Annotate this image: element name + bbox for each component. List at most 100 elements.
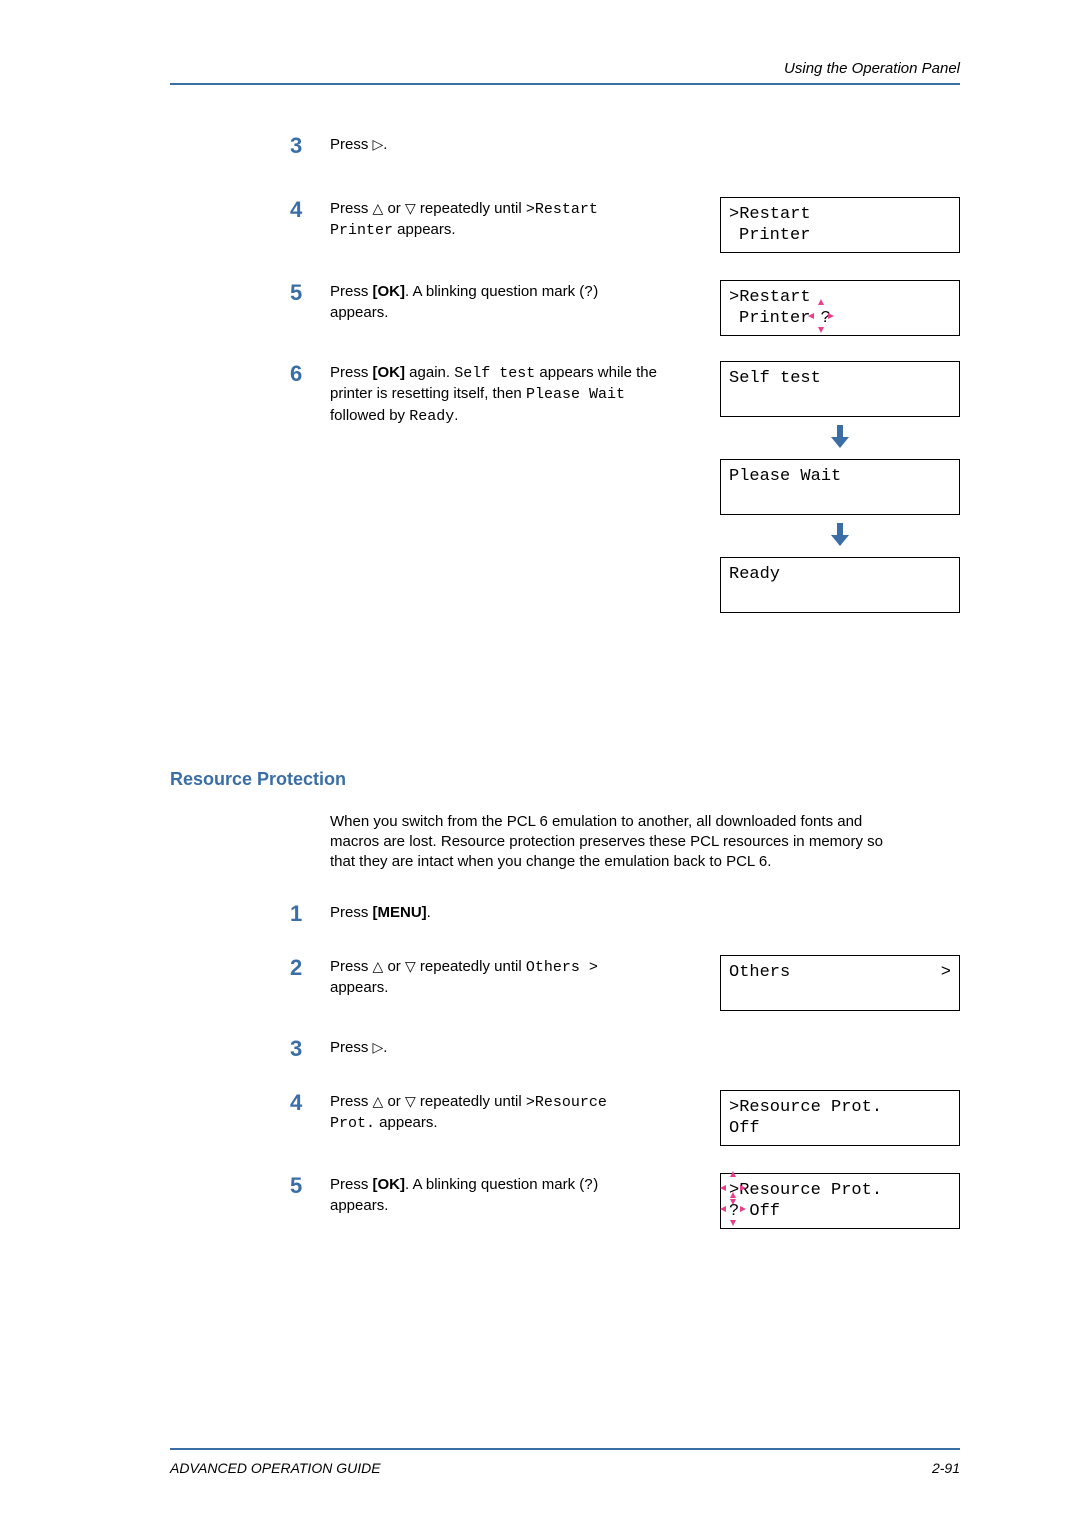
lcd-display: Self test	[720, 361, 960, 417]
step-b5: 5 Press [OK]. A blinking question mark (…	[290, 1173, 960, 1217]
step-number: 5	[290, 280, 330, 306]
step-a4: 4 Press △ or ▽ repeatedly until >Restart…	[290, 197, 960, 242]
text: Press	[330, 200, 373, 217]
text: or	[383, 1093, 405, 1110]
running-header: Using the Operation Panel	[170, 60, 960, 77]
step-text: Press △ or ▽ repeatedly until >Restart P…	[330, 199, 660, 242]
steps-group-a: 3 Press ▷. 4 Press △ or ▽ repeatedly unt…	[290, 133, 960, 427]
lcd-caret: >	[941, 962, 951, 983]
step-number: 2	[290, 955, 330, 981]
text: Press	[330, 136, 373, 153]
step-text: Press ▷.	[330, 135, 660, 155]
text: repeatedly until	[416, 958, 526, 975]
lcd-display: Please Wait	[720, 459, 960, 515]
arrow-down-icon	[720, 523, 960, 551]
text: .	[383, 136, 387, 153]
lcd-column: >Restart Printer ?	[720, 280, 960, 344]
right-triangle-icon: ▷	[373, 135, 384, 154]
text: .	[383, 1039, 387, 1056]
up-triangle-icon: △	[373, 957, 384, 976]
lcd-sequence: Self test Please Wait Ready	[720, 361, 960, 621]
down-triangle-icon: ▽	[405, 1092, 416, 1111]
lcd-line2-text: Printer ?	[739, 309, 831, 328]
lcd-column: >Resource Prot. ? Off	[720, 1173, 960, 1237]
step-b3: 3 Press ▷.	[290, 1036, 960, 1062]
step-text: Press [OK]. A blinking question mark (?)…	[330, 1175, 660, 1217]
lcd-line1: Please Wait	[729, 466, 951, 487]
lcd-column: >Restart Printer	[720, 197, 960, 261]
lcd-line1: >Resource Prot.	[729, 1180, 951, 1201]
section-heading: Resource Protection	[170, 769, 960, 790]
text: repeatedly until	[416, 200, 526, 217]
step-text: Press [OK] again. Self test appears whil…	[330, 363, 660, 427]
lcd-line1: >Restart	[729, 287, 951, 308]
lcd-display: >Resource Prot. ? Off	[720, 1173, 960, 1229]
bold-text: [OK]	[373, 1176, 406, 1193]
up-triangle-icon: △	[373, 1092, 384, 1111]
mono-text: ?	[584, 1177, 593, 1194]
bold-text: [OK]	[373, 364, 406, 381]
down-triangle-icon: ▽	[405, 957, 416, 976]
lcd-line2: Off	[729, 1118, 951, 1139]
step-b2: 2 Press △ or ▽ repeatedly until Others >…	[290, 955, 960, 999]
footer-rule	[170, 1448, 960, 1450]
footer-right: 2-91	[932, 1460, 960, 1476]
step-a6: 6 Press [OK] again. Self test appears wh…	[290, 361, 960, 427]
step-text: Press △ or ▽ repeatedly until Others > a…	[330, 957, 660, 999]
text: . A blinking question mark (	[405, 1176, 584, 1193]
mono-text: Self test	[454, 365, 535, 382]
right-triangle-icon: ▷	[373, 1038, 384, 1057]
text: again.	[405, 364, 454, 381]
mono-text: Ready	[409, 408, 454, 425]
section-intro: When you switch from the PCL 6 emulation…	[330, 812, 890, 873]
text: appears.	[393, 221, 456, 238]
lcd-line1: >Restart	[729, 204, 951, 225]
step-text: Press ▷.	[330, 1038, 660, 1058]
text: or	[383, 958, 405, 975]
mono-text: Please Wait	[526, 386, 625, 403]
text: .	[427, 904, 431, 921]
text: Press	[330, 958, 373, 975]
bold-text: [OK]	[373, 283, 406, 300]
lcd-line2: Printer ?	[729, 308, 951, 329]
page-footer: ADVANCED OPERATION GUIDE 2-91	[170, 1448, 960, 1476]
lcd-line2: Printer	[729, 225, 951, 246]
step-text: Press [OK]. A blinking question mark (?)…	[330, 282, 660, 324]
lcd-column: Others >	[720, 955, 960, 1019]
text: appears.	[330, 979, 388, 996]
text: Press	[330, 1039, 373, 1056]
steps-group-b: 1 Press [MENU]. 2 Press △ or ▽ repeatedl…	[290, 901, 960, 1217]
step-number: 6	[290, 361, 330, 387]
arrow-down-icon	[720, 425, 960, 453]
step-number: 5	[290, 1173, 330, 1199]
lcd-display: Ready	[720, 557, 960, 613]
step-text: Press △ or ▽ repeatedly until >Resource …	[330, 1092, 660, 1135]
step-a3: 3 Press ▷.	[290, 133, 960, 159]
text: or	[383, 200, 405, 217]
step-number: 3	[290, 133, 330, 159]
step-number: 3	[290, 1036, 330, 1062]
lcd-line2-text: ? Off	[729, 1202, 780, 1221]
lcd-line2: ? Off	[729, 1201, 951, 1222]
step-a5: 5 Press [OK]. A blinking question mark (…	[290, 280, 960, 324]
down-triangle-icon: ▽	[405, 199, 416, 218]
lcd-display: >Restart Printer ?	[720, 280, 960, 336]
mono-text: ?	[584, 284, 593, 301]
step-b4: 4 Press △ or ▽ repeatedly until >Resourc…	[290, 1090, 960, 1135]
mono-text: Others >	[526, 959, 598, 976]
text: . A blinking question mark (	[405, 283, 584, 300]
step-number: 4	[290, 1090, 330, 1116]
text: appears.	[375, 1114, 438, 1131]
lcd-display: >Resource Prot. Off	[720, 1090, 960, 1146]
lcd-line1-text: >Resource Prot.	[729, 1181, 882, 1200]
text: Press	[330, 904, 373, 921]
text: Press	[330, 1093, 373, 1110]
lcd-column: >Resource Prot. Off	[720, 1090, 960, 1154]
step-number: 1	[290, 901, 330, 927]
header-rule	[170, 83, 960, 85]
text: followed by	[330, 407, 409, 424]
lcd-line1: Others	[729, 962, 951, 983]
lcd-line1: Ready	[729, 564, 951, 585]
up-triangle-icon: △	[373, 199, 384, 218]
text: Press	[330, 1176, 373, 1193]
